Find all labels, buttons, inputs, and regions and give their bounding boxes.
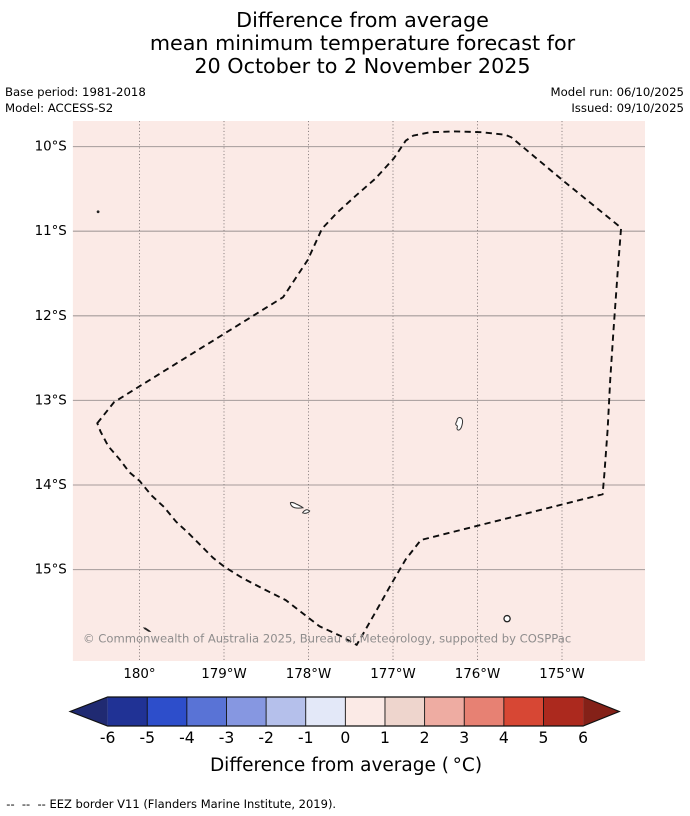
y-tick-label: 13°S <box>35 393 67 408</box>
x-tick-label: 175°W <box>539 667 585 682</box>
issued-text: Issued: 09/10/2025 <box>571 101 684 115</box>
colorbar-tick-label: 0 <box>340 729 350 747</box>
title-line-3: 20 October to 2 November 2025 <box>194 54 531 79</box>
island-alofi <box>301 509 311 514</box>
x-tick-label: 178°W <box>286 667 332 682</box>
colorbar-segment <box>147 697 187 726</box>
colorbar-tick-label: -5 <box>139 729 155 747</box>
copyright-text: © Commonwealth of Australia 2025, Bureau… <box>83 632 571 646</box>
map-islands <box>96 210 511 633</box>
island-niuafoou <box>503 614 511 623</box>
metadata-left: Base period: 1981-2018 Model: ACCESS-S2 <box>5 84 146 116</box>
colorbar-segment <box>266 697 306 726</box>
colorbar-tick-label: 3 <box>459 729 469 747</box>
x-tick-label: 180° <box>123 667 155 682</box>
title-line-2: mean minimum temperature forecast for <box>149 31 576 56</box>
colorbar-tick-labels: -6 -5 -4 -3 -2 -1 0 1 2 3 4 5 6 <box>100 729 588 747</box>
x-tick-label: 179°W <box>201 667 247 682</box>
y-tick-label: 14°S <box>35 478 67 493</box>
y-axis-tick-labels: 10°S 11°S 12°S 13°S 14°S 15°S <box>35 140 67 578</box>
colorbar-segment <box>345 697 385 726</box>
colorbar-segment <box>186 697 227 726</box>
model-text: Model: ACCESS-S2 <box>5 101 114 115</box>
eez-border-dashed-line <box>96 130 623 647</box>
colorbar-outline <box>68 696 621 727</box>
colorbar-over-arrow <box>583 697 620 726</box>
colorbar-tick-label: 5 <box>539 729 549 747</box>
colorbar-segment <box>384 697 425 726</box>
colorbar-tick-label: -1 <box>298 729 314 747</box>
colorbar-tick-label: 6 <box>578 729 588 747</box>
y-tick-label: 11°S <box>35 224 67 239</box>
colorbar-tick-label: -4 <box>179 729 195 747</box>
eez-legend-text: -- -- -- EEZ border V11 (Flanders Marine… <box>6 796 337 811</box>
figure-title: Difference from average mean minimum tem… <box>18 8 690 79</box>
y-tick-label: 15°S <box>35 563 67 578</box>
model-run-text: Model run: 06/10/2025 <box>550 85 684 99</box>
colorbar-tick-label: 2 <box>420 729 430 747</box>
colorbar-segment <box>226 697 267 726</box>
x-axis-tick-labels: 180° 179°W 178°W 177°W 176°W 175°W <box>123 667 584 682</box>
colorbar-segment <box>503 697 544 726</box>
colorbar <box>68 696 621 727</box>
metadata-right: Model run: 06/10/2025 Issued: 09/10/2025 <box>551 84 684 116</box>
map-background <box>72 121 645 661</box>
colorbar-tick-label: -3 <box>219 729 235 747</box>
title-line-1: Difference from average <box>236 8 489 32</box>
x-tick-label: 177°W <box>370 667 416 682</box>
colorbar-segment <box>424 697 465 726</box>
colorbar-tick-label: 1 <box>380 729 390 747</box>
y-tick-label: 10°S <box>35 140 67 155</box>
colorbar-segment <box>107 697 148 726</box>
colorbar-tick-label: -6 <box>100 729 116 747</box>
colorbar-segment <box>543 697 584 726</box>
island-wallis <box>455 417 464 431</box>
x-tick-label: 176°W <box>455 667 501 682</box>
island-cikobia <box>142 627 152 633</box>
colorbar-under-arrow <box>70 697 108 726</box>
y-tick-label: 12°S <box>35 309 67 324</box>
island-niulakita <box>96 210 100 214</box>
colorbar-segment <box>305 697 346 726</box>
colorbar-tick-label: -2 <box>258 729 274 747</box>
map-gridlines <box>72 121 645 661</box>
base-period-text: Base period: 1981-2018 <box>5 85 146 99</box>
colorbar-axis-label: Difference from average ( °C) <box>210 755 482 776</box>
colorbar-segment <box>464 697 504 726</box>
island-futuna <box>289 501 305 509</box>
colorbar-tick-label: 4 <box>499 729 509 747</box>
